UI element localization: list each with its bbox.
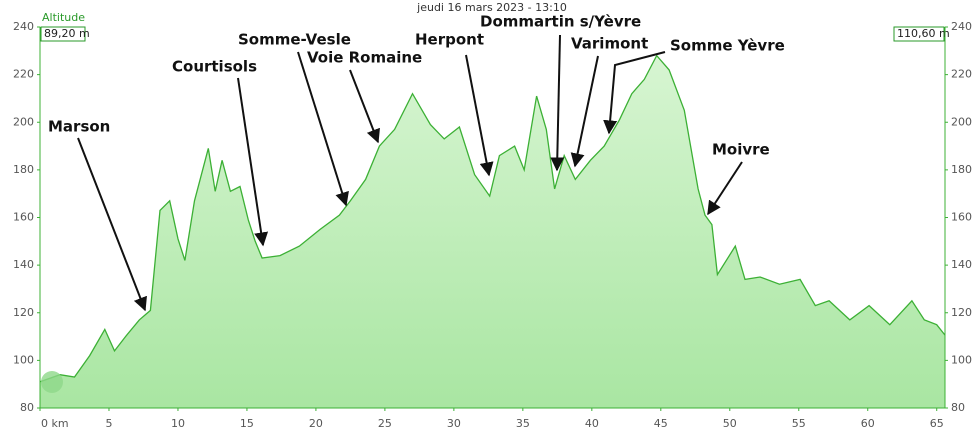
x-tick-label: 20 [309,417,323,430]
annotation: Courtisols [172,58,257,76]
y2-tick-label: 100 [951,353,972,366]
y2-tick-label: 240 [951,20,972,33]
annotation: Dommartin s/Yèvre [480,13,641,31]
y2-tick-label: 140 [951,258,972,271]
x-tick-label: 10 [171,417,185,430]
position-marker [41,371,63,393]
y-tick-label: 80 [20,401,34,414]
y-tick-label: 240 [13,20,34,33]
y-axis-title: Altitude [42,11,85,24]
annotation-arrow [707,161,743,216]
x-tick-label: 25 [378,417,392,430]
y-tick-label: 180 [13,163,34,176]
annotation: Varimont [571,35,648,53]
y2-tick-label: 80 [951,401,965,414]
annotation: Moivre [712,141,770,159]
annotation-arrow [77,137,147,312]
annotation: Voie Romaine [307,49,422,67]
y-tick-label: 200 [13,115,34,128]
y2-tick-label: 120 [951,306,972,319]
y2-tick-label: 200 [951,115,972,128]
annotation-arrow [237,77,269,247]
x-tick-label: 15 [240,417,254,430]
annotation-arrow [465,54,494,177]
annotation-arrow [570,55,599,168]
x-tick-label: 40 [585,417,599,430]
x-tick-label: 60 [861,417,875,430]
x-tick-label: 50 [723,417,737,430]
chart-title: jeudi 16 mars 2023 - 13:10 [416,1,567,14]
y-tick-label: 220 [13,68,34,81]
end-box [893,26,945,42]
annotation-arrow [550,34,565,172]
x-tick-label: 30 [447,417,461,430]
y2-tick-label: 160 [951,211,972,224]
x-tick-label: 55 [792,417,806,430]
y-tick-label: 140 [13,258,34,271]
annotation-arrow [603,51,666,135]
y2-tick-label: 180 [951,163,972,176]
start-box [40,26,86,42]
start-value: 89,20 m [44,27,90,40]
annotation-arrow [349,69,380,144]
y2-tick-label: 220 [951,68,972,81]
x-tick-label: 65 [930,417,944,430]
x-tick-label: 45 [654,417,668,430]
elevation-line [39,54,946,383]
annotation: Marson [48,118,110,136]
x-tick-label: 0 km [41,417,69,430]
annotation: Somme-Vesle [238,31,351,49]
annotation: Herpont [415,31,484,49]
annotation: Somme Yèvre [670,37,785,55]
y-tick-label: 120 [13,306,34,319]
x-tick-label: 5 [105,417,112,430]
x-tick-label: 35 [516,417,530,430]
y-tick-label: 100 [13,353,34,366]
annotation-arrow [297,51,349,207]
end-value: 110,60 m [897,27,950,40]
area-fill [40,55,945,408]
y-tick-label: 160 [13,211,34,224]
